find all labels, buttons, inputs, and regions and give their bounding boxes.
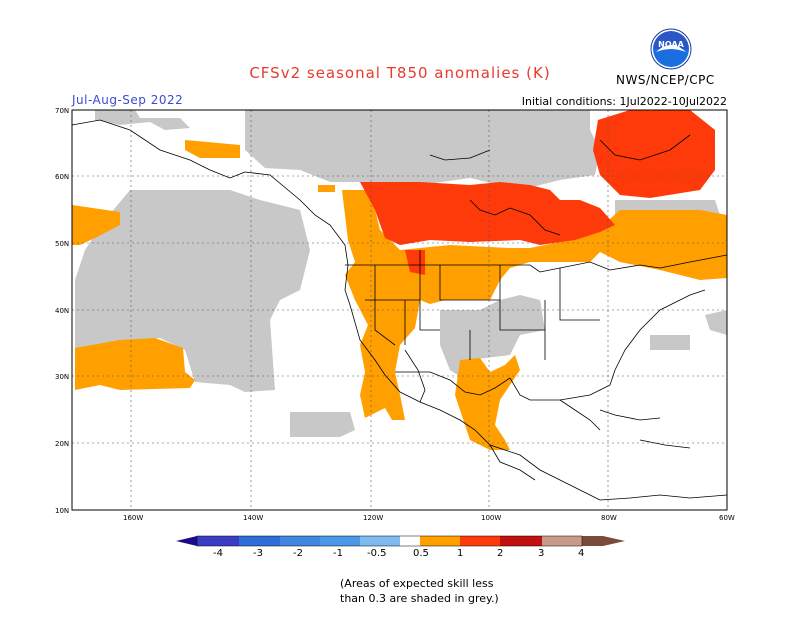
graticule <box>72 110 727 510</box>
skill-note: (Areas of expected skill less than 0.3 a… <box>340 576 540 606</box>
colorbar-label: 0.5 <box>413 548 429 559</box>
colorbar-segment <box>542 536 582 546</box>
anomaly-0-5-to-1-regions <box>72 140 727 450</box>
lon-label: 160W <box>123 514 143 522</box>
longitude-labels: 160W 140W 120W 100W 80W 60W <box>123 514 735 522</box>
colorbar-label: -4 <box>213 548 223 559</box>
agency-label: NWS/NCEP/CPC <box>616 73 715 87</box>
lon-label: 80W <box>601 514 617 522</box>
lat-label: 20N <box>55 440 69 448</box>
skill-note-line: (Areas of expected skill less <box>340 577 494 590</box>
colorbar-segment <box>500 536 542 546</box>
colorbar-label: 3 <box>538 548 544 559</box>
colorbar-label: -3 <box>253 548 263 559</box>
initial-conditions-label: Initial conditions: 1Jul2022-10Jul2022 <box>521 95 727 108</box>
colorbar-arrow-right <box>582 536 625 546</box>
lon-label: 140W <box>243 514 263 522</box>
colorbar-label: -1 <box>333 548 343 559</box>
colorbar-label: 1 <box>457 548 463 559</box>
noaa-logo-icon: NOAA <box>650 28 692 70</box>
svg-text:NOAA: NOAA <box>658 40 684 49</box>
colorbar-label: 4 <box>578 548 584 559</box>
skill-note-line: than 0.3 are shaded in grey.) <box>340 592 499 605</box>
lon-label: 100W <box>481 514 501 522</box>
season-label: Jul-Aug-Sep 2022 <box>72 93 184 107</box>
map-frame <box>71 109 728 511</box>
colorbar-segment <box>420 536 460 546</box>
colorbar-segment <box>197 536 239 546</box>
colorbar-arrow-left <box>176 536 197 546</box>
colorbar-segment <box>320 536 360 546</box>
colorbar-label: 2 <box>497 548 503 559</box>
lat-label: 30N <box>55 373 69 381</box>
lat-label: 70N <box>55 107 69 115</box>
lat-label: 40N <box>55 307 69 315</box>
colorbar-label: -2 <box>293 548 303 559</box>
colorbar-segment <box>360 536 400 546</box>
lat-label: 50N <box>55 240 69 248</box>
latitude-labels: 70N 60N 50N 40N 30N 20N 10N <box>55 107 69 515</box>
lon-label: 120W <box>363 514 383 522</box>
colorbar-label: -0.5 <box>367 548 387 559</box>
coastlines <box>71 119 728 501</box>
colorbar-segment <box>239 536 280 546</box>
lat-label: 60N <box>55 173 69 181</box>
colorbar-segment <box>460 536 500 546</box>
colorbar-segment <box>400 536 420 546</box>
lon-label: 60W <box>719 514 735 522</box>
colorbar-segment <box>280 536 320 546</box>
map-title: CFSv2 seasonal T850 anomalies (K) <box>249 64 551 82</box>
lat-label: 10N <box>55 507 69 515</box>
